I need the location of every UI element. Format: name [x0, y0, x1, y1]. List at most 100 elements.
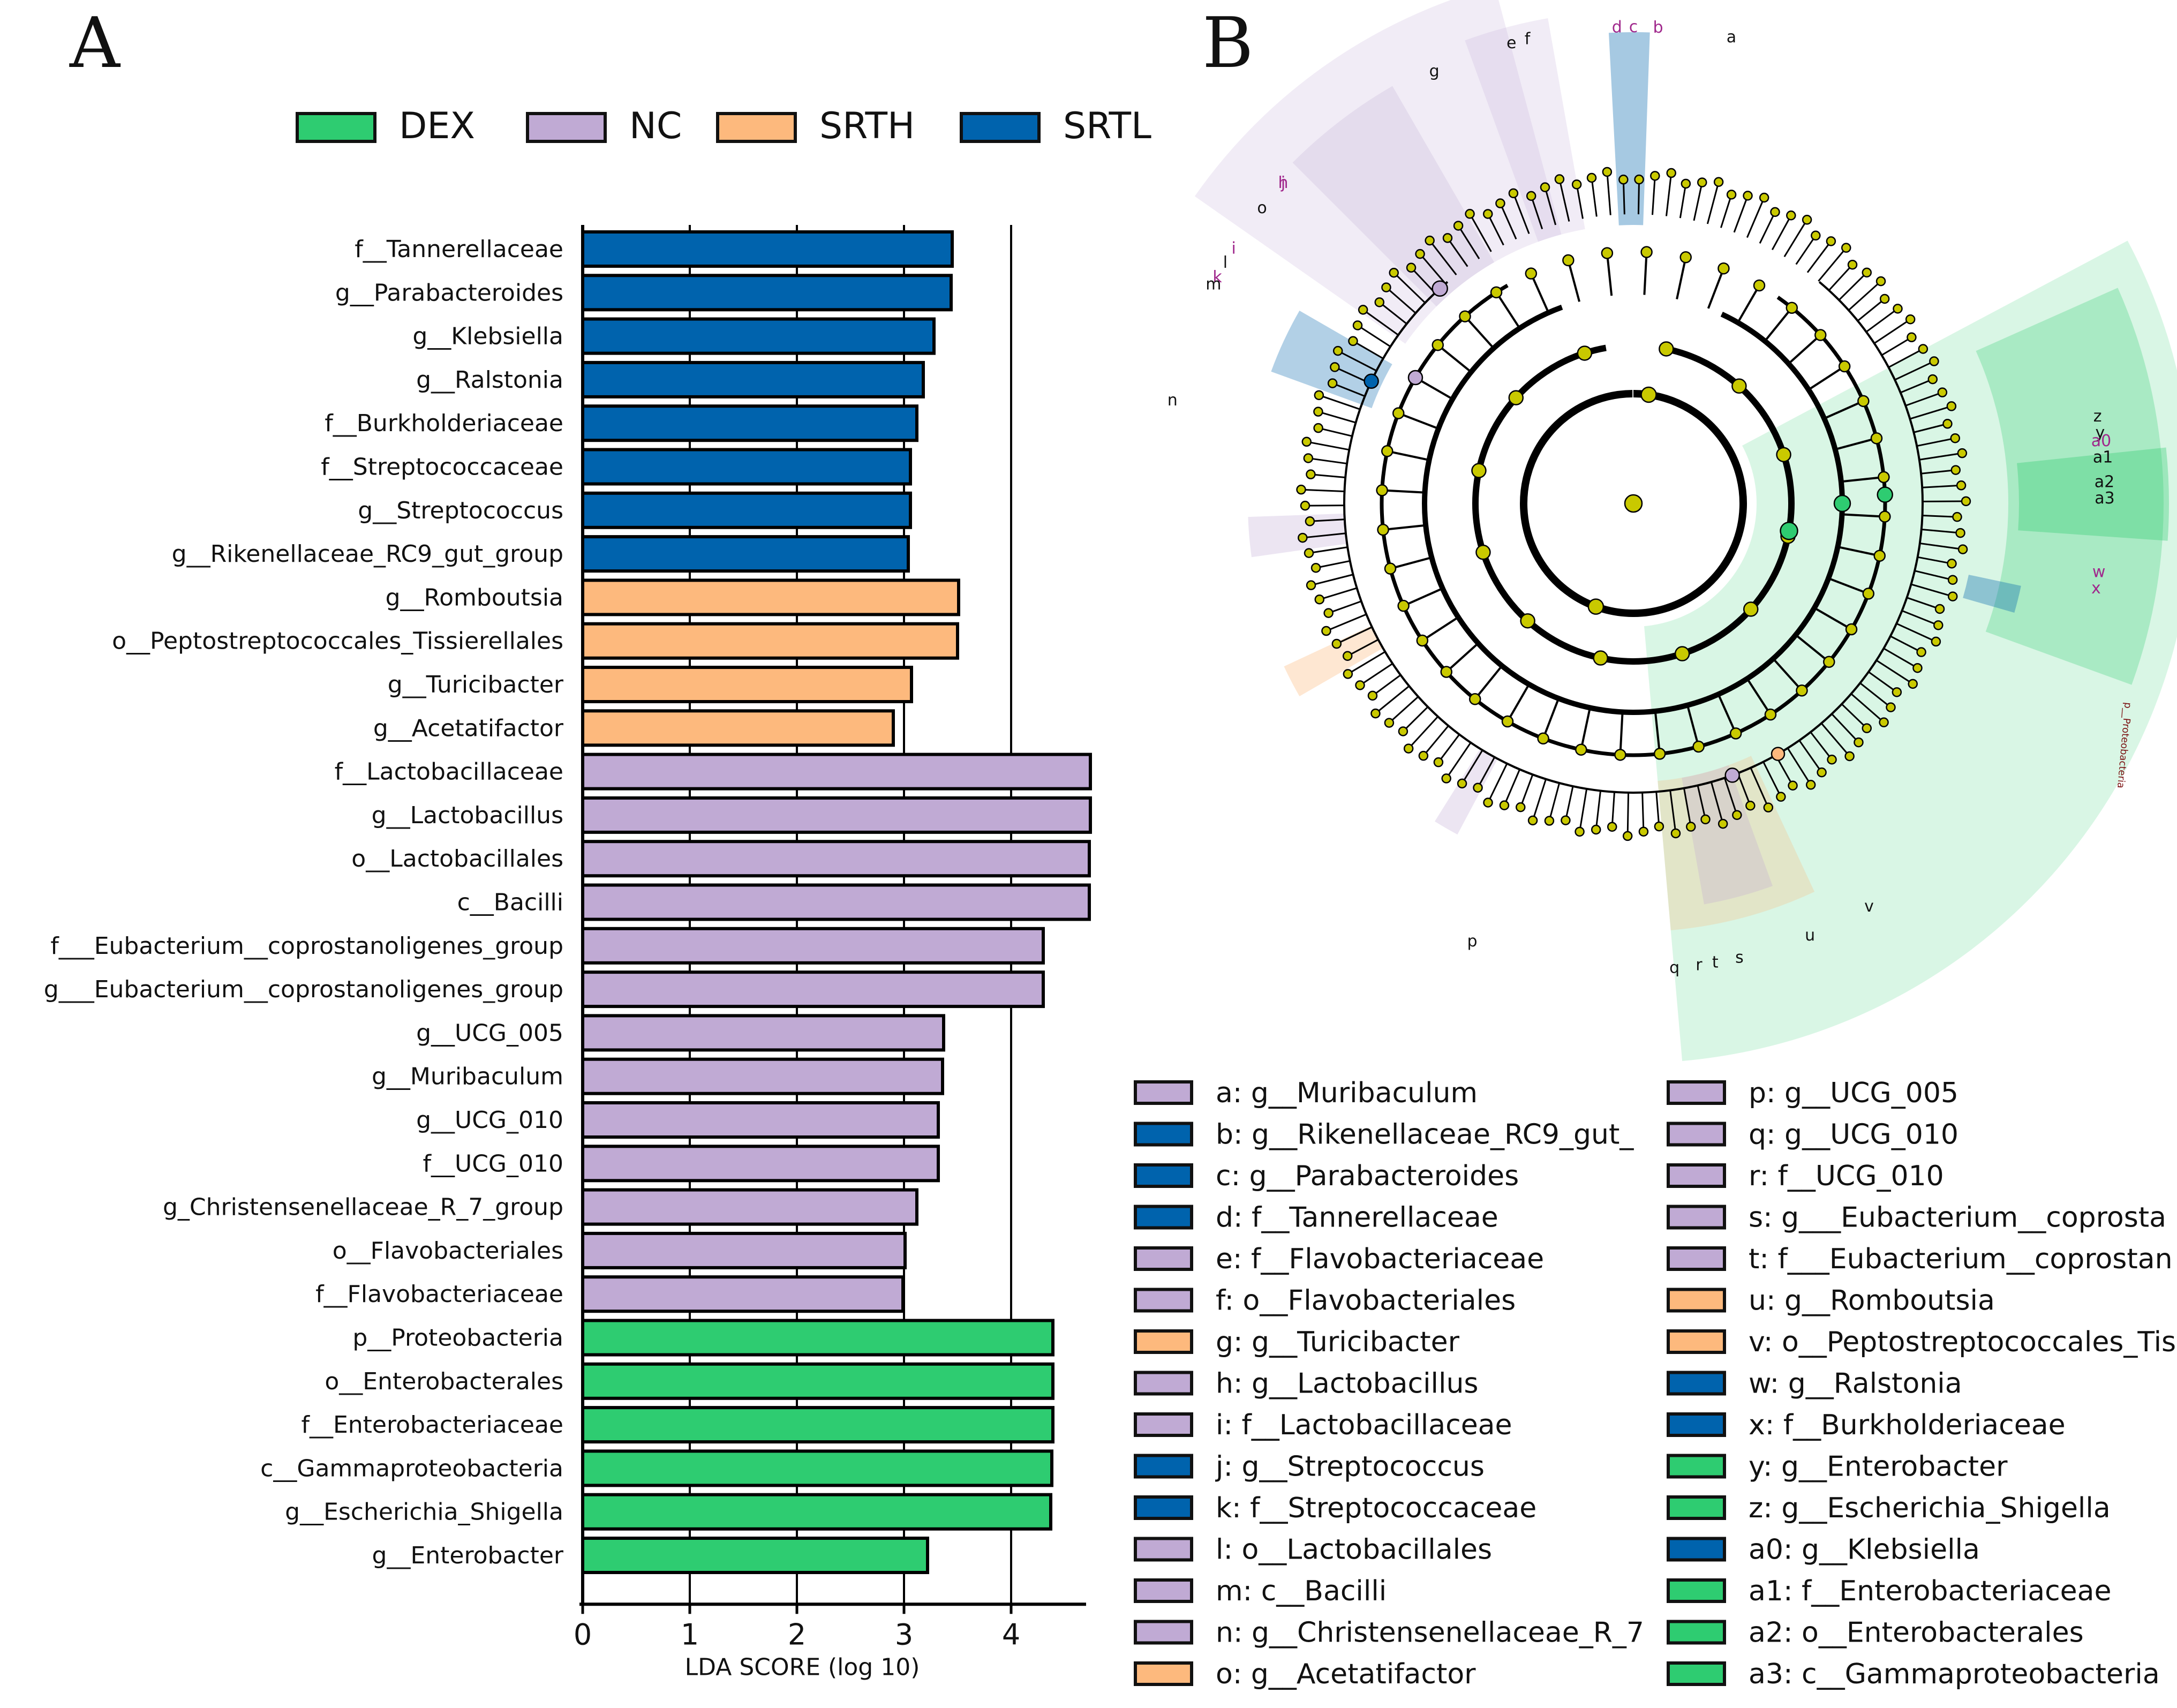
cladogram-branch	[1788, 334, 1821, 365]
cladogram-node	[1955, 528, 1965, 538]
cladogram-branch	[1445, 642, 1479, 673]
cladogram-branch	[1606, 253, 1613, 296]
cladogram-node	[1927, 374, 1938, 385]
cladogram-branch	[1530, 273, 1550, 313]
streptococcaceae-highlight	[1271, 311, 1392, 409]
cladogram-node	[1634, 174, 1644, 185]
cladogram-node	[1459, 310, 1471, 322]
cladogram-node	[1934, 604, 1945, 614]
cladogram-branch	[1365, 311, 1399, 336]
cladogram-node	[1666, 168, 1676, 178]
key-entry: r: f__UCG_010	[1749, 1160, 1944, 1192]
key-swatch	[1134, 1371, 1193, 1396]
cladogram-node	[1416, 634, 1429, 647]
cladogram-branch	[1922, 514, 1955, 518]
cladogram-branch	[1459, 227, 1480, 260]
peptostreptococcales-highlight	[1658, 756, 1815, 930]
cladogram-node	[1653, 748, 1666, 760]
cladogram-node	[1618, 175, 1629, 185]
cladogram-node	[1377, 523, 1389, 536]
category-label: o__Flavobacteriales	[333, 1237, 563, 1265]
cladogram-node	[1457, 778, 1467, 789]
key-swatch	[1667, 1329, 1726, 1354]
clade-label-w: w	[2092, 563, 2106, 582]
cladogram-branch	[1591, 180, 1598, 217]
cladogram-branch	[1693, 185, 1703, 221]
cladogram-node	[1957, 448, 1968, 458]
cladogram-node	[1879, 294, 1890, 304]
cladogram-node	[1697, 177, 1707, 187]
cladogram-branch	[1772, 658, 1803, 691]
cladogram-node	[1753, 279, 1766, 292]
cladogram-branch	[1873, 320, 1909, 344]
legend-label-dex: DEX	[399, 105, 475, 147]
cladogram-branch	[1759, 214, 1775, 244]
biomarker-node	[1771, 747, 1786, 761]
flavobacteriales-highlight	[1465, 18, 1585, 242]
key-swatch	[1134, 1412, 1193, 1437]
cladogram-node	[1352, 320, 1363, 330]
cladogram-node	[1587, 598, 1604, 615]
cladogram-branch	[1382, 489, 1425, 494]
cladogram-branch	[1669, 790, 1676, 831]
cladogram-branch	[1565, 786, 1574, 818]
cladogram-node	[1879, 717, 1889, 727]
cladogram-node	[1406, 262, 1417, 273]
cladogram-node	[1937, 387, 1948, 397]
category-label: f__Lactobacillaceae	[335, 758, 563, 786]
bar-g-muribaculum	[581, 1057, 944, 1095]
eubacterium-highlight	[1682, 765, 1773, 905]
cladogram-node	[1942, 419, 1953, 429]
clade-label-t: t	[1712, 953, 1719, 972]
key-entry: e: f__Flavobacteriaceae	[1216, 1243, 1544, 1275]
cladogram-node	[1878, 471, 1890, 484]
cladogram-node	[1473, 782, 1483, 793]
cladogram-node	[1607, 822, 1617, 832]
key-entry: f: o__Flavobacteriales	[1216, 1285, 1516, 1317]
category-label: g__Ralstonia	[416, 366, 563, 394]
bar-c-bacilli	[581, 883, 1091, 921]
cladogram-node	[1718, 818, 1728, 829]
clade-label-e: e	[1506, 34, 1516, 52]
key-swatch	[1667, 1163, 1726, 1188]
cladogram-branch	[1883, 648, 1916, 668]
bar-g-christensenellaceae-r-7-group	[581, 1188, 918, 1226]
cladogram-branch	[1390, 556, 1432, 570]
key-entry: o: g__Acetatifactor	[1216, 1658, 1476, 1690]
category-label: o__Lactobacillales	[351, 845, 563, 872]
bar-o-peptostreptococcales-tissierellales	[581, 622, 959, 660]
key-entry: g: g__Turicibacter	[1216, 1326, 1460, 1358]
cladogram-branch	[1865, 310, 1896, 333]
cladogram-branch	[1838, 274, 1866, 301]
cladogram-branch	[1488, 216, 1504, 246]
clade-label-k: k	[1212, 268, 1222, 287]
key-swatch	[1667, 1122, 1726, 1147]
cladogram-branch	[1919, 453, 1960, 461]
cladogram-branch	[1909, 406, 1949, 420]
cladogram-branch	[1310, 457, 1347, 465]
bar-g-romboutsia	[581, 578, 960, 616]
cladogram-branch	[1798, 740, 1821, 771]
cladogram-node	[1640, 246, 1653, 258]
key-entry: j: g__Streptococcus	[1215, 1451, 1485, 1483]
category-label: g__UCG_005	[416, 1019, 563, 1047]
cladogram-node	[1465, 209, 1475, 219]
cladogram-node	[1442, 233, 1453, 243]
cladogram-branch	[1875, 659, 1911, 683]
cladogram-node	[1374, 297, 1385, 307]
cladogram-branch	[1850, 693, 1882, 721]
cladogram-node	[1332, 345, 1343, 356]
cladogram-node	[1726, 190, 1737, 200]
cladogram-node	[1614, 749, 1626, 761]
cladogram-node	[1483, 797, 1493, 808]
cladogram-branch	[1643, 252, 1648, 295]
cladogram-node	[1947, 558, 1957, 569]
cladogram-node	[1854, 737, 1864, 748]
cladogram-branch	[1868, 671, 1895, 691]
cladogram-node	[1763, 802, 1774, 812]
cladogram-node	[1358, 305, 1368, 315]
category-label: f__Enterobacteriaceae	[301, 1411, 563, 1439]
cladogram-node	[1562, 254, 1575, 267]
key-swatch	[1134, 1122, 1193, 1147]
